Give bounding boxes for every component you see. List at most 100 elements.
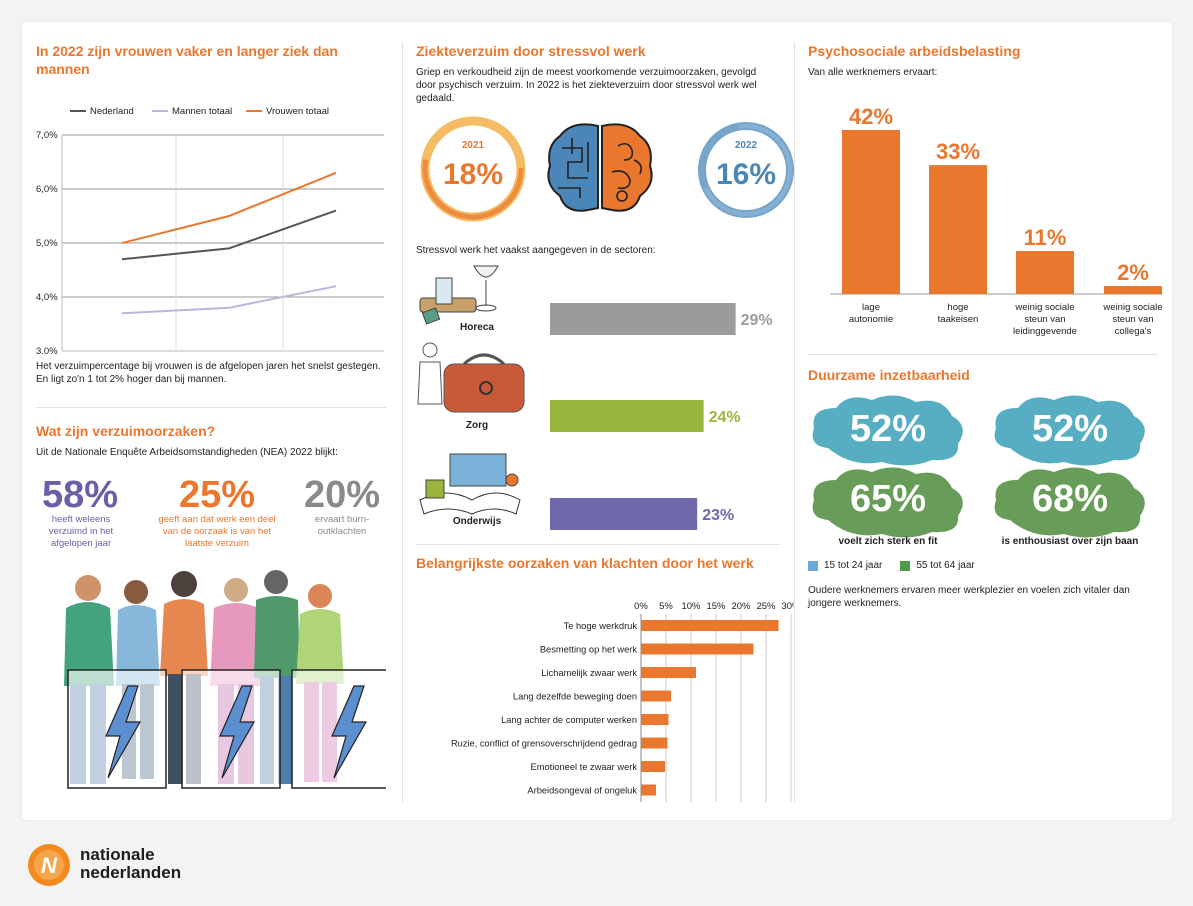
cloud-young-fit-value: 52% (849, 408, 927, 450)
cloud-old-fit-value: 65% (849, 478, 927, 520)
complaint-bar (641, 714, 669, 725)
cloud-label-fit: voelt zich sterk en fit (838, 536, 938, 547)
cloud-young-enthusiast-value: 52% (1031, 408, 1109, 450)
sector-bar-chart: 29% 24% 23% (550, 303, 773, 530)
psy-category-label: weinig sociale steun van leidinggevende (1013, 302, 1077, 337)
section-title-causes: Wat zijn verzuimoorzaken? (36, 423, 216, 439)
stat-20-label: ervaart burn-outklachten (314, 514, 370, 537)
divider (794, 42, 795, 802)
x-tick-label: 25% (756, 601, 776, 612)
x-tick-label: 20% (731, 601, 751, 612)
stat-58-label: heeft weleens verzuimd in het afgelopen … (48, 514, 114, 549)
complaint-bar (641, 737, 668, 749)
horeca-icon (419, 265, 499, 325)
x-tick-label: 0% (634, 601, 648, 612)
divider (416, 544, 780, 545)
stat-25-value: 25% (178, 474, 256, 516)
stat-20-value: 20% (303, 474, 381, 516)
y-tick-label: 7,0% (36, 130, 58, 141)
sector-onderwijs-label: Onderwijs (452, 516, 502, 527)
section-title-durable: Duurzame inzetbaarheid (808, 367, 970, 383)
column-psychosocial: Psychosociale arbeidsbelasting Van alle … (794, 22, 1172, 820)
women-note: Het verzuimpercentage bij vrouwen is de … (36, 361, 381, 385)
sector-bar-label: 24% (709, 409, 741, 426)
section-title-women: In 2022 zijn vrouwen vaker en langer zie… (36, 43, 338, 77)
onderwijs-icon (419, 453, 521, 515)
section-title-stress: Ziekteverzuim door stressvol werk (416, 43, 646, 59)
psy-category-label: weinig sociale steun van collega's (1102, 302, 1162, 337)
y-tick-label: 5,0% (36, 238, 58, 249)
line-chart-sickness: Nederland Mannen totaal Vrouwen totaal 3,0%… (36, 106, 384, 354)
legend-swatch-old (900, 560, 911, 571)
brand-name-line1: nationale (80, 845, 155, 864)
complaint-bar (641, 784, 656, 796)
sector-horeca-label: Horeca (460, 322, 494, 333)
complaint-bar (641, 620, 779, 631)
stress-intro: Griep en verkoudheid zijn de meest voork… (416, 67, 757, 104)
legend-label-old: 55 tot 64 jaar (916, 560, 975, 571)
complaint-label: Te hoge werkdruk (564, 621, 638, 631)
sector-bar-horeca (550, 303, 736, 335)
people-illustration (64, 570, 386, 789)
section-title-psychosocial: Psychosociale arbeidsbelasting (808, 43, 1021, 59)
series-line-nederland (121, 209, 337, 261)
svg-text:N: N (41, 853, 58, 878)
value-2022: 16% (715, 158, 777, 191)
year-2021: 2021 (461, 140, 485, 151)
psy-bar-value: 11% (1024, 225, 1067, 250)
durable-note: Oudere werknemers ervaren meer werkplezi… (808, 585, 1130, 609)
complaint-label: Lichamelijk zwaar werk (541, 668, 637, 678)
cloud-old-fit (812, 467, 963, 538)
psy-bar (1016, 251, 1074, 294)
infographic-card: In 2022 zijn vrouwen vaker en langer zie… (22, 22, 1172, 820)
year-2022: 2022 (734, 140, 758, 151)
y-tick-label: 4,0% (36, 292, 58, 303)
cloud-old-enthusiast-value: 68% (1031, 478, 1109, 520)
series-line-vrouwen-totaal (121, 171, 337, 244)
complaint-label: Lang dezelfde beweging doen (513, 692, 637, 702)
stat-58-value: 58% (41, 474, 119, 516)
sector-bar-onderwijs (550, 498, 698, 530)
complaint-label: Lang achter de computer werken (501, 715, 637, 725)
column-women-sick: In 2022 zijn vrouwen vaker en langer zie… (22, 22, 402, 820)
legend-label-young: 15 tot 24 jaar (824, 560, 883, 571)
brand-name-line2: nederlanden (80, 863, 182, 882)
y-tick-label: 6,0% (36, 184, 58, 195)
y-tick-label: 3,0% (36, 346, 58, 354)
psy-bar-value: 42% (849, 104, 893, 129)
sector-bar-zorg (550, 400, 704, 432)
complaints-bar-chart: 0% 5% 10% 15% 20% 25% 30% Te hoge werkdruk Besme… (451, 601, 794, 802)
x-tick-label: 5% (659, 601, 673, 612)
psy-bar-value: 33% (936, 139, 980, 164)
legend-label-1: Mannen totaal (172, 106, 232, 117)
complaint-label: Besmetting op het werk (540, 645, 638, 655)
legend-durable: 15 tot 24 jaar 55 tot 64 jaar (808, 560, 975, 571)
psy-category-label: lage autonomie (849, 302, 893, 325)
sector-bar-label: 29% (741, 312, 773, 329)
sector-zorg-label: Zorg (465, 420, 489, 431)
x-tick-label: 30% (781, 601, 794, 612)
x-tick-label: 10% (681, 601, 701, 612)
complaint-label: Arbeidsongeval of ongeluk (527, 786, 637, 796)
cloud-old-enthusiast (994, 467, 1145, 538)
series-line-mannen-totaal (121, 285, 337, 315)
complaint-label: Emotioneel te zwaar werk (531, 762, 638, 772)
cloud-young-enthusiast (994, 395, 1145, 466)
stat-25-label: geeft aan dat werk een deel van de oorza… (158, 514, 276, 549)
legend-label-0: Nederland (90, 106, 134, 117)
complaint-bar (641, 643, 754, 655)
section-title-complaints: Belangrijkste oorzaken van klachten door… (416, 555, 754, 571)
psy-bar (1104, 286, 1162, 294)
causes-intro: Uit de Nationale Enquête Arbeidsomstandi… (36, 447, 338, 458)
psy-bar (842, 130, 900, 294)
divider (402, 42, 403, 802)
brain-icon (547, 123, 653, 212)
psychosocial-bar-chart: 42% 33% 11% 2% lage autonomie hoge taakeisen wei… (830, 104, 1163, 337)
psy-bar-value: 2% (1117, 260, 1149, 285)
legend-swatch-young (808, 560, 818, 571)
divider (808, 354, 1158, 355)
complaint-bar (641, 690, 671, 702)
zorg-icon (417, 342, 525, 413)
complaint-label: Ruzie, conflict of grensoverschrijdend g… (451, 739, 637, 749)
cloud-label-enthusiast: is enthousiast over zijn baan (1001, 536, 1139, 547)
